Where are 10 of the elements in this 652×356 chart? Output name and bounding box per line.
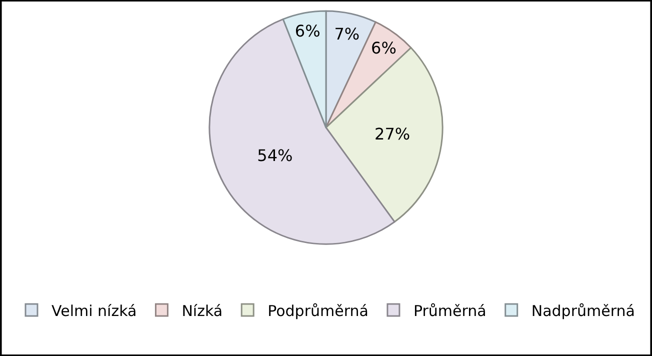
data-label: 6% <box>371 38 396 58</box>
data-label: 27% <box>374 124 410 144</box>
legend-label: Nízká <box>182 302 223 320</box>
legend-label: Průměrná <box>413 302 486 320</box>
data-label: 6% <box>294 22 320 41</box>
data-label: 7% <box>334 24 360 44</box>
legend-label: Podprůměrná <box>268 302 368 320</box>
legend-label: Nadprůměrná <box>531 302 635 320</box>
legend-label: Velmi nízká <box>52 302 137 320</box>
data-label: 54% <box>257 146 293 166</box>
